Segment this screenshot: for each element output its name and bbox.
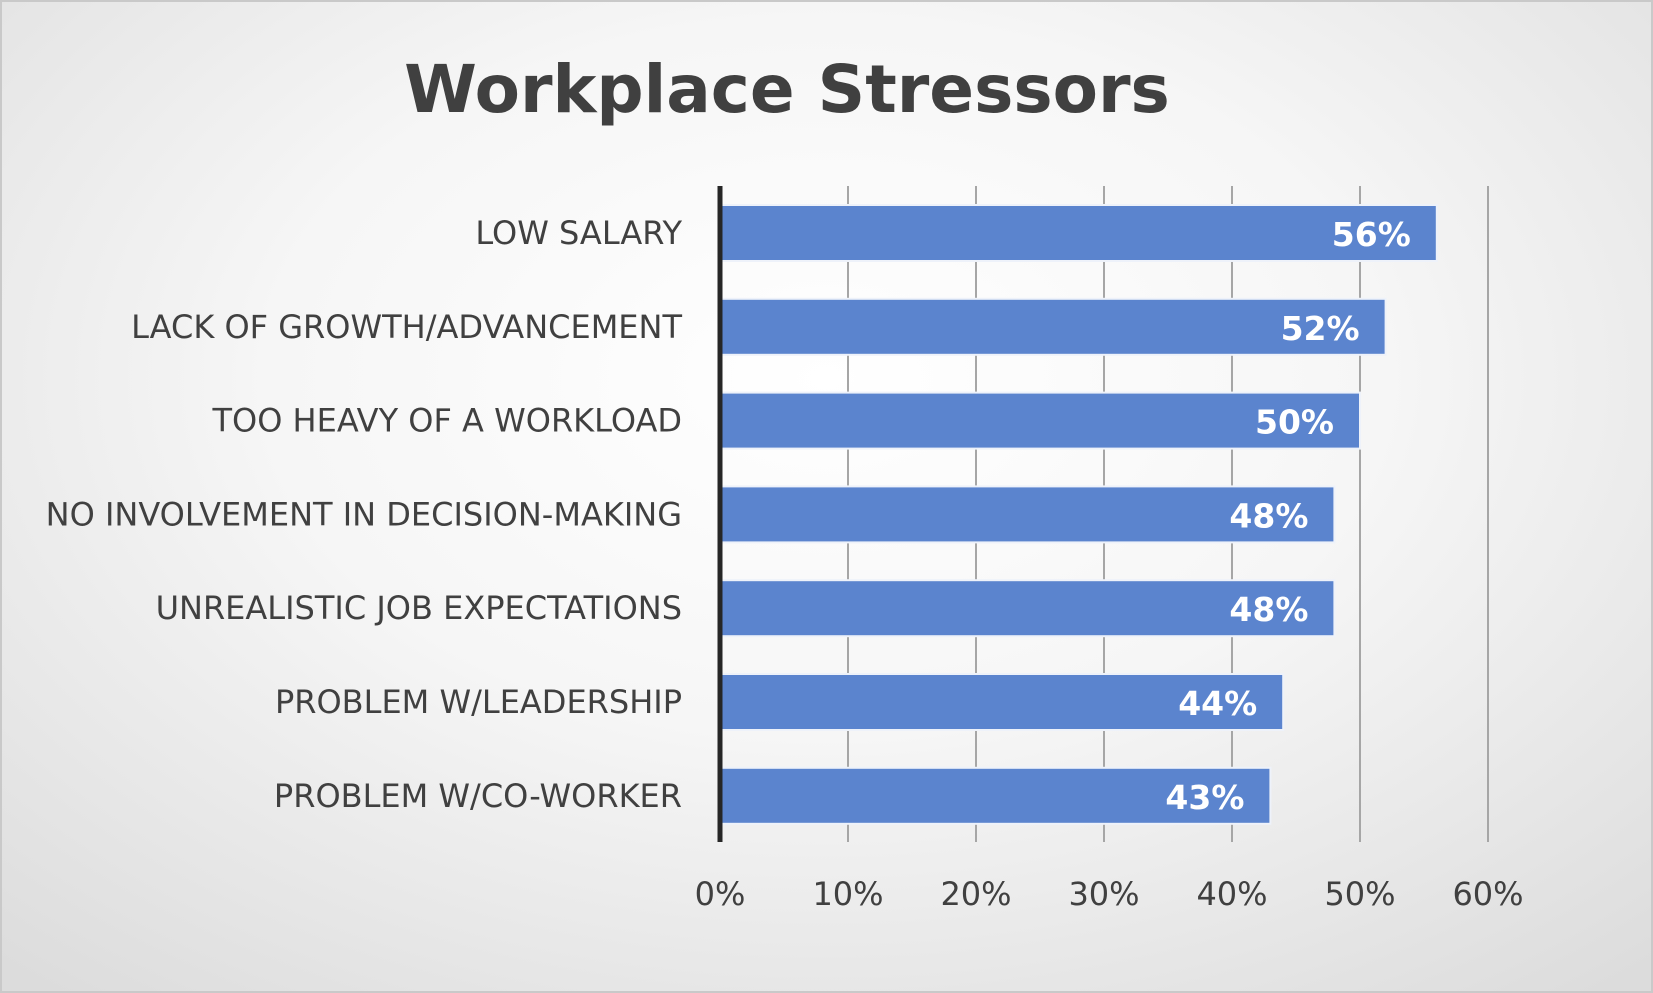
x-tick-label: 30% — [1068, 875, 1139, 913]
x-tick-label: 50% — [1324, 875, 1395, 913]
x-tick-label: 0% — [695, 875, 746, 913]
x-tick-label: 60% — [1452, 875, 1523, 913]
data-label: 44% — [1178, 684, 1257, 723]
data-label: 48% — [1229, 590, 1308, 629]
x-tick-label: 10% — [812, 875, 883, 913]
category-label: LOW SALARY — [475, 214, 682, 252]
x-tick-label: 40% — [1196, 875, 1267, 913]
category-label: PROBLEM W/CO-WORKER — [274, 777, 682, 815]
chart-title: Workplace Stressors — [404, 51, 1170, 128]
bar — [719, 766, 1272, 825]
data-label: 56% — [1332, 215, 1411, 254]
category-label: LACK OF GROWTH/ADVANCEMENT — [131, 308, 682, 346]
data-label: 52% — [1281, 309, 1360, 348]
labels: 0% 10% 20% 30% 40% 50% 60% LOW SALARY 56% LACK OF… — [46, 214, 1524, 913]
x-tick-label: 20% — [940, 875, 1011, 913]
bar — [719, 673, 1285, 731]
data-label: 48% — [1229, 496, 1308, 535]
category-label: UNREALISTIC JOB EXPECTATIONS — [156, 589, 682, 627]
bar — [719, 204, 1438, 262]
category-label: TOO HEAVY OF A WORKLOAD — [211, 402, 682, 440]
data-label: 50% — [1255, 403, 1334, 442]
bar — [719, 579, 1336, 638]
category-label: PROBLEM W/LEADERSHIP — [275, 683, 682, 721]
bar — [719, 297, 1387, 356]
category-label: NO INVOLVEMENT IN DECISION-MAKING — [46, 495, 682, 533]
bar — [719, 485, 1336, 544]
data-label: 43% — [1165, 778, 1244, 817]
bars — [719, 204, 1438, 825]
